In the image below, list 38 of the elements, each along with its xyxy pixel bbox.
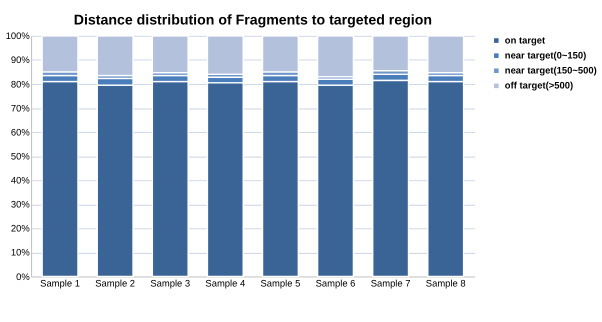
bar [262, 35, 300, 73]
y-tick-label: 20% [10, 222, 30, 234]
y-tick-label: 100% [6, 30, 30, 42]
y-tick-label: 40% [10, 174, 30, 186]
legend-label: near target(150~500) [504, 64, 597, 76]
x-tick-label: Sample 3 [150, 277, 190, 288]
legend-label: off target(>500) [504, 80, 574, 91]
chart-title: Distance distribution of Fragments to targeted region [74, 12, 432, 28]
bar [96, 35, 134, 76]
x-tick-label: Sample 7 [370, 277, 411, 288]
bar [427, 80, 464, 278]
bar [41, 80, 79, 278]
y-tick-label: 90% [10, 54, 30, 66]
bar [206, 35, 244, 76]
legend-label: on target [504, 34, 546, 46]
y-tick-label: 60% [10, 126, 30, 138]
bar [206, 82, 244, 278]
y-tick-label: 10% [10, 246, 30, 258]
x-tick-label: Sample 8 [426, 277, 466, 288]
bar [152, 80, 189, 278]
x-tick-label: Sample 2 [95, 277, 136, 288]
bar [262, 80, 300, 278]
y-tick-label: 50% [10, 150, 30, 162]
x-tick-label: Sample 6 [316, 277, 356, 288]
bar [41, 35, 79, 73]
y-tick-label: 30% [10, 198, 30, 210]
bar [372, 35, 410, 72]
bar [427, 35, 464, 74]
y-tick-label: 80% [10, 78, 30, 90]
x-tick-label: Sample 1 [40, 277, 80, 288]
bar [152, 35, 189, 74]
x-tick-label: Sample 5 [260, 277, 300, 288]
bar [316, 35, 354, 78]
x-tick-label: Sample 4 [205, 277, 246, 288]
bar [316, 84, 354, 278]
y-tick-label: 0% [16, 270, 30, 282]
y-tick-label: 70% [10, 102, 30, 114]
legend-label: near target(0~150) [504, 50, 586, 60]
